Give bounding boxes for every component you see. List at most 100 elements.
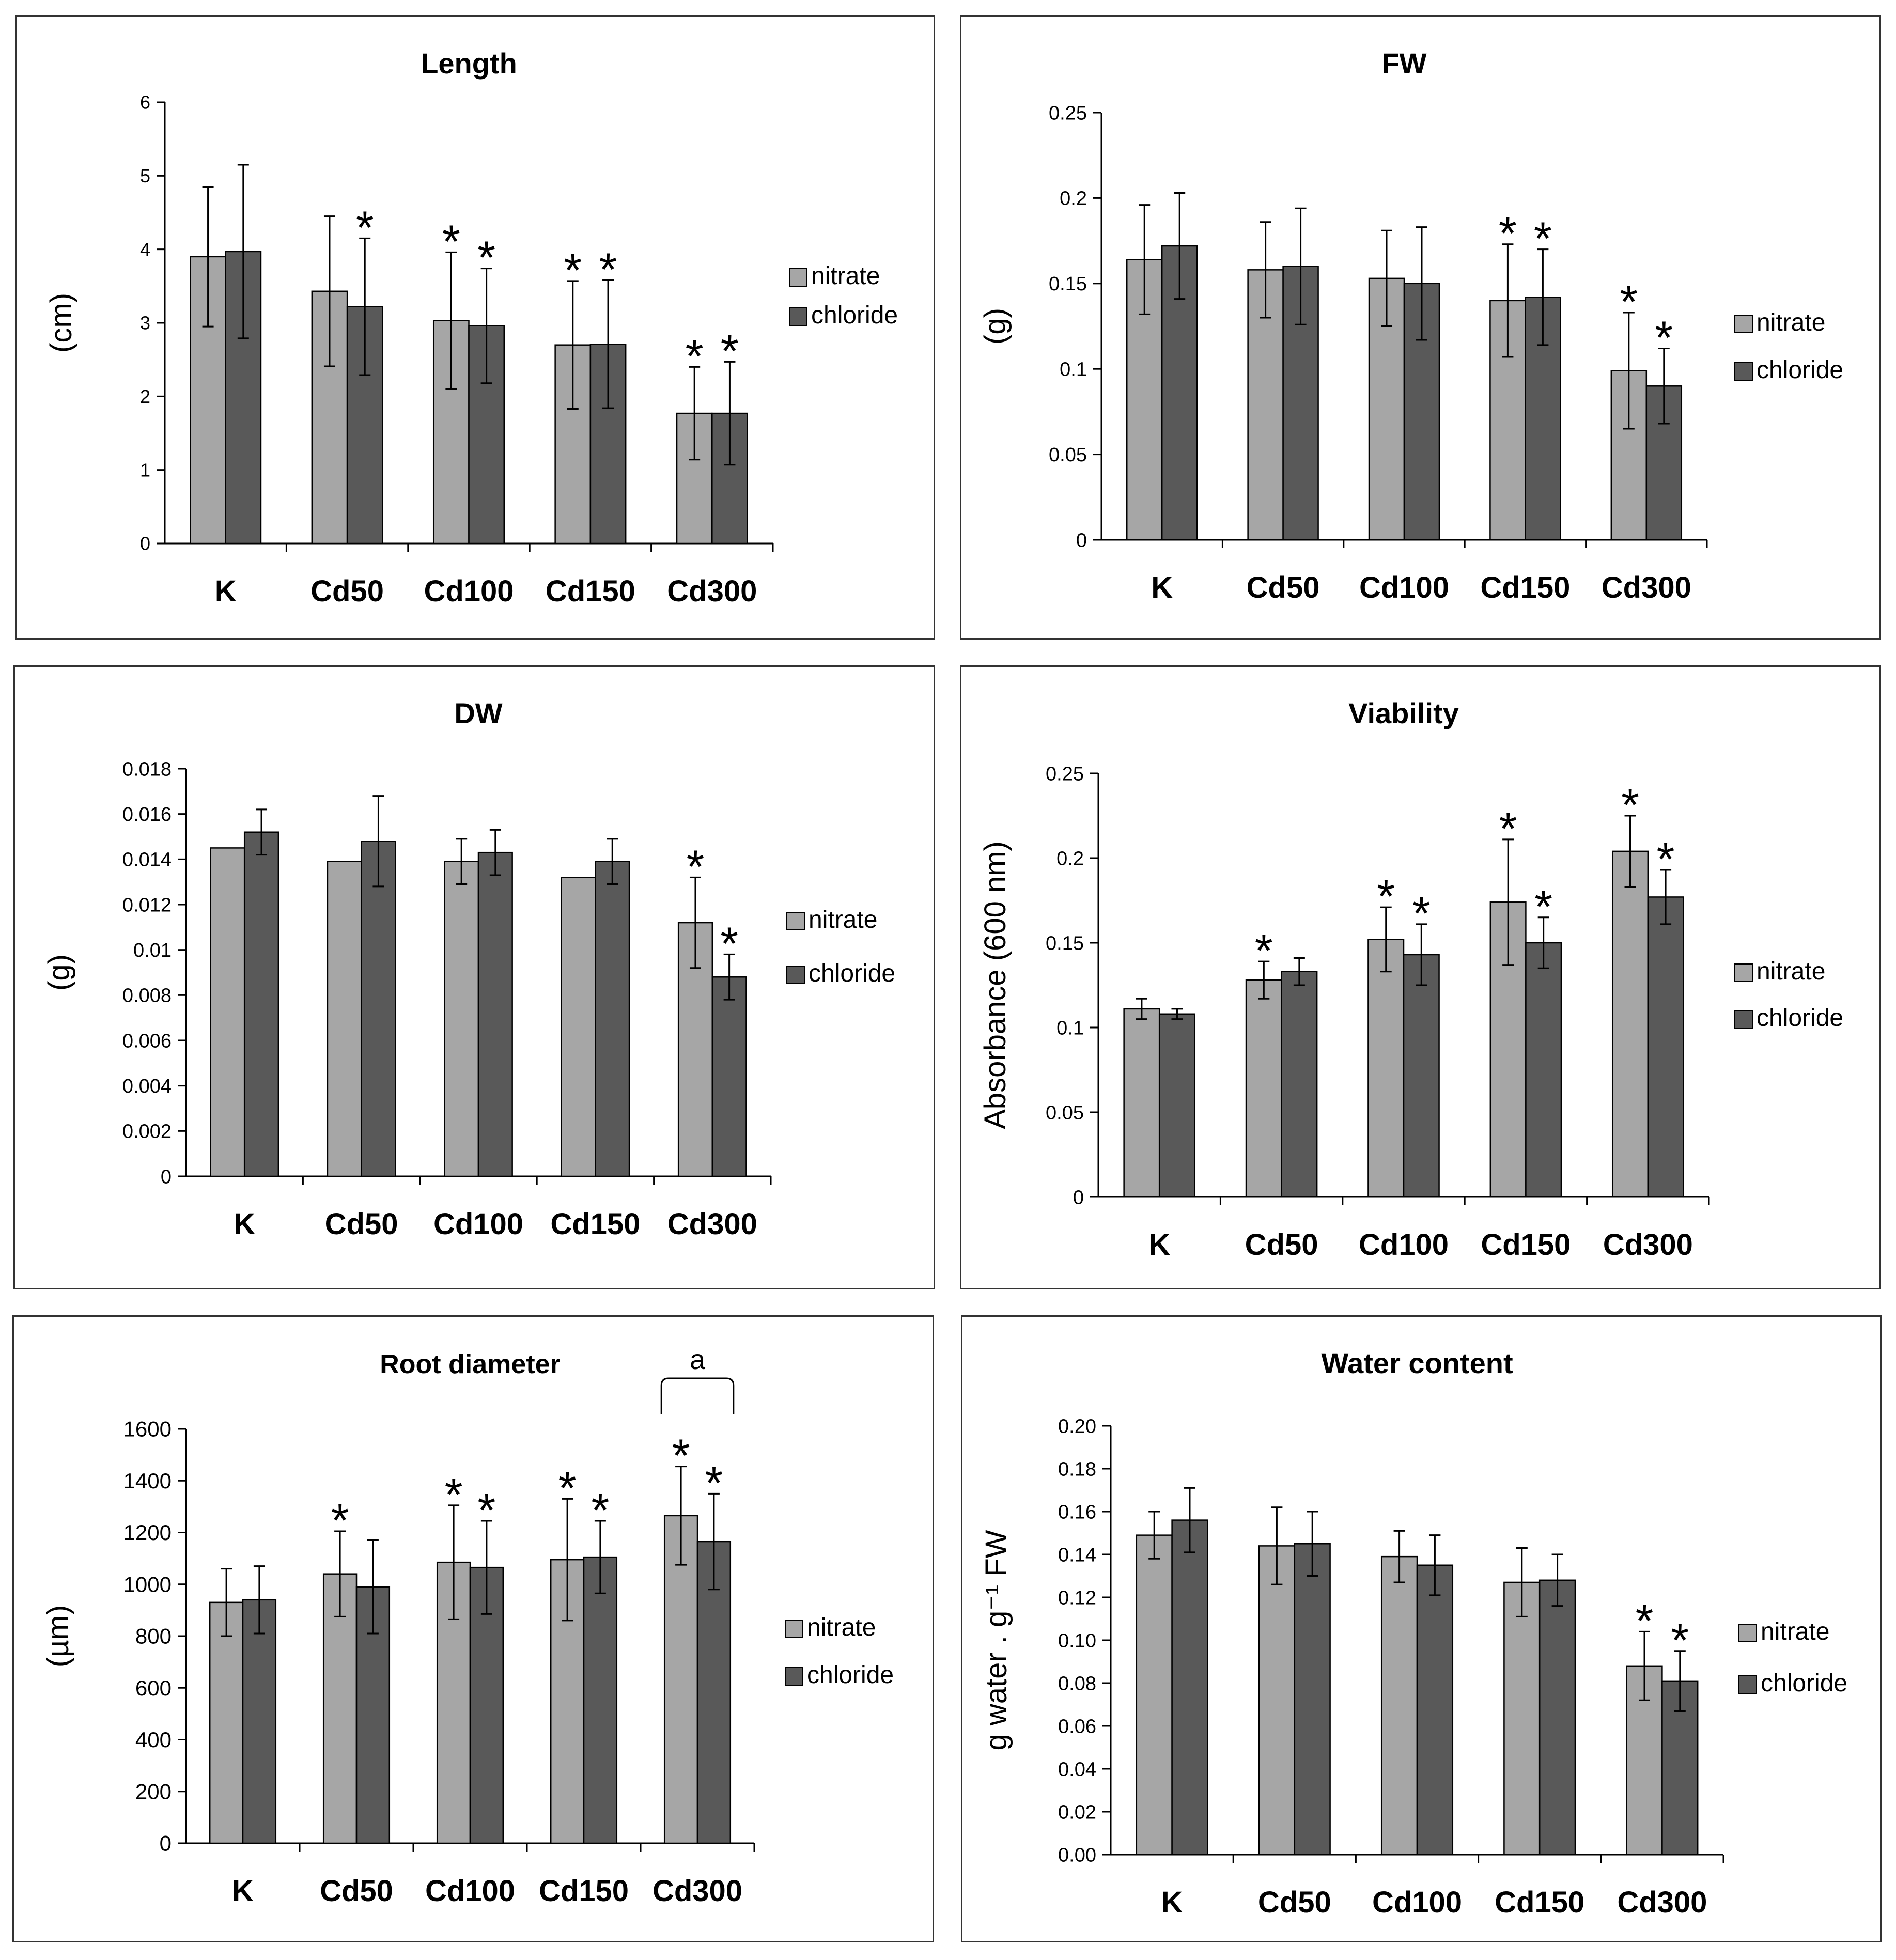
legend-swatch-nitrate xyxy=(1734,315,1753,333)
x-tick-label-cd300: Cd300 xyxy=(667,1207,757,1241)
chart-title: Length xyxy=(421,47,517,80)
y-tick-label: 0.02 xyxy=(1058,1801,1096,1823)
significance-star-chloride-cd150: * xyxy=(1534,881,1552,933)
x-tick-label-cd100: Cd100 xyxy=(424,574,514,608)
significance-star-chloride-cd300: * xyxy=(720,918,738,970)
bar-chloride-cd300 xyxy=(696,1541,732,1844)
legend-label-chloride: chloride xyxy=(1757,356,1843,384)
y-tick-label: 600 xyxy=(135,1676,172,1700)
significance-star-nitrate-cd150: * xyxy=(1499,803,1517,855)
x-tick-label-cd150: Cd150 xyxy=(539,1874,629,1908)
x-tick-label-k: K xyxy=(1151,571,1173,604)
legend-label-chloride: chloride xyxy=(811,302,898,329)
x-tick-label-cd150: Cd150 xyxy=(1481,1228,1571,1262)
legend-swatch-nitrate xyxy=(785,1620,803,1638)
x-tick-label-cd50: Cd50 xyxy=(1258,1886,1331,1919)
significance-star-nitrate-cd100: * xyxy=(1377,871,1395,923)
chart-panel-root-diameter: Root diameter 0 200 400 600 800 1000 1200 1400 16… xyxy=(12,1315,934,1942)
y-tick-label: 0.20 xyxy=(1058,1415,1096,1437)
y-tick-label: 0 xyxy=(161,1166,172,1188)
chart-panel-viability: Viability 0 0.05 0.1 0.15 0.2 0.25 Absorbance (… xyxy=(960,665,1881,1289)
y-tick-label: 3 xyxy=(140,313,150,334)
bar-chloride-cd100 xyxy=(1416,1564,1454,1856)
y-tick-label: 0.006 xyxy=(122,1030,172,1052)
chart-panel-dw: DW 0 0.002 0.004 0.006 0.008 0.01 0.012 0.014 0.0… xyxy=(13,665,935,1289)
y-tick-label: 4 xyxy=(140,239,150,260)
legend-swatch-nitrate xyxy=(1738,1624,1757,1642)
chart-panel-length: Length 0 1 2 3 4 5 6 (cm) K Cd50 * Cd100 * * Cd150 * * Cd3… xyxy=(15,15,935,640)
y-tick-label: 0.16 xyxy=(1058,1501,1096,1523)
significance-star-chloride-cd50: * xyxy=(356,202,374,254)
bar-chloride-cd150 xyxy=(583,1556,618,1844)
y-tick-label: 0.2 xyxy=(1060,188,1087,210)
y-tick-label: 0.15 xyxy=(1046,932,1084,954)
significance-star-nitrate-cd50: * xyxy=(331,1495,349,1547)
bar-chloride-k xyxy=(242,1599,277,1844)
significance-star-chloride-cd150: * xyxy=(1534,213,1552,265)
legend-label-chloride: chloride xyxy=(809,960,895,987)
x-tick-label-cd100: Cd100 xyxy=(425,1874,515,1908)
chart-title: Water content xyxy=(1321,1347,1513,1379)
y-tick-label: 1600 xyxy=(123,1417,172,1441)
bar-chloride-cd50 xyxy=(1281,971,1318,1198)
bar-chloride-k xyxy=(1171,1519,1208,1856)
y-tick-label: 0 xyxy=(1076,530,1087,551)
y-tick-label: 0.00 xyxy=(1058,1844,1096,1866)
x-tick-label-cd150: Cd150 xyxy=(550,1207,640,1241)
legend-label-nitrate: nitrate xyxy=(1757,309,1825,336)
x-tick-label-k: K xyxy=(234,1207,255,1241)
legend-label-chloride: chloride xyxy=(1757,1004,1843,1032)
significance-star-chloride-cd150: * xyxy=(591,1485,609,1536)
bar-chloride-k xyxy=(243,831,279,1177)
significance-star-chloride-cd300: * xyxy=(705,1457,723,1509)
legend-swatch-nitrate xyxy=(789,268,807,287)
significance-star-nitrate-cd300: * xyxy=(1635,1595,1653,1647)
significance-star-nitrate-cd100: * xyxy=(442,216,460,268)
x-tick-label-cd50: Cd50 xyxy=(1247,571,1320,604)
legend-swatch-chloride xyxy=(1734,1010,1753,1029)
y-tick-label: 0 xyxy=(1073,1187,1084,1208)
y-tick-label: 0.05 xyxy=(1046,1102,1084,1124)
significance-star-chloride-cd300: * xyxy=(1657,834,1675,885)
significance-star-nitrate-cd300: * xyxy=(686,331,704,382)
x-tick-label-cd100: Cd100 xyxy=(433,1207,523,1241)
y-tick-label: 0.016 xyxy=(122,804,172,826)
x-tick-label-cd100: Cd100 xyxy=(1359,571,1449,604)
legend-swatch-chloride xyxy=(789,307,807,326)
legend-swatch-chloride xyxy=(785,1667,803,1686)
y-axis-label: (cm) xyxy=(44,293,78,353)
y-tick-label: 1200 xyxy=(123,1520,172,1545)
significance-star-chloride-cd100: * xyxy=(477,232,495,284)
y-tick-label: 0.12 xyxy=(1058,1587,1096,1609)
x-tick-label-cd100: Cd100 xyxy=(1359,1228,1449,1262)
bar-chloride-k xyxy=(1158,1013,1196,1198)
significance-star-nitrate-cd300: * xyxy=(686,841,704,893)
significance-star-chloride-cd100: * xyxy=(477,1485,495,1536)
y-tick-label: 0.2 xyxy=(1056,848,1084,869)
y-tick-label: 0.04 xyxy=(1058,1759,1096,1780)
x-tick-label-cd300: Cd300 xyxy=(667,574,757,608)
y-tick-label: 1 xyxy=(140,459,150,480)
significance-star-nitrate-cd300: * xyxy=(1621,780,1639,831)
legend-swatch-chloride xyxy=(1734,362,1753,381)
y-tick-label: 800 xyxy=(135,1624,172,1648)
significance-star-nitrate-cd150: * xyxy=(1499,208,1517,260)
y-tick-label: 0 xyxy=(140,533,150,554)
y-tick-label: 0.15 xyxy=(1049,273,1087,295)
x-tick-label-k: K xyxy=(232,1874,254,1908)
y-tick-label: 0.06 xyxy=(1058,1716,1096,1737)
legend-swatch-chloride xyxy=(786,966,805,984)
bar-nitrate-cd100 xyxy=(444,861,479,1177)
legend-label-chloride: chloride xyxy=(1761,1670,1847,1697)
y-tick-label: 400 xyxy=(135,1728,172,1752)
legend-swatch-chloride xyxy=(1738,1675,1757,1694)
y-tick-label: 1400 xyxy=(123,1469,172,1493)
significance-star-chloride-cd300: * xyxy=(721,325,739,377)
y-tick-label: 0.1 xyxy=(1060,359,1087,381)
bar-chloride-cd100 xyxy=(1403,954,1440,1198)
significance-star-nitrate-cd150: * xyxy=(564,245,582,297)
bar-chloride-cd300 xyxy=(711,976,747,1177)
significance-star-chloride-cd150: * xyxy=(599,244,617,295)
bar-nitrate-cd100 xyxy=(1367,939,1405,1198)
x-tick-label-cd100: Cd100 xyxy=(1372,1886,1462,1919)
